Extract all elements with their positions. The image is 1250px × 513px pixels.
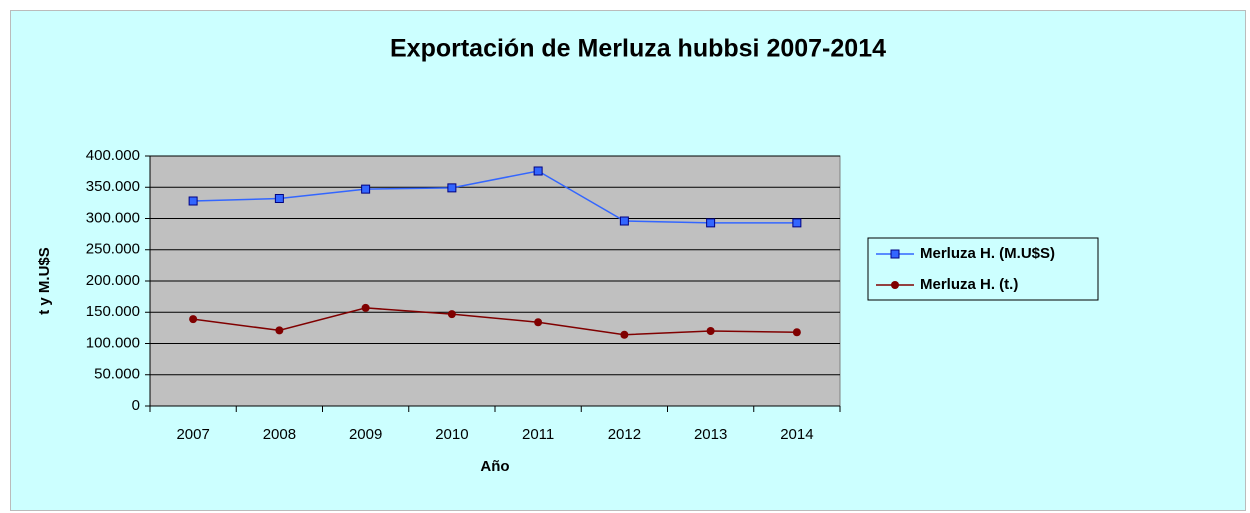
x-tick-label: 2009 bbox=[349, 426, 382, 443]
x-tick-label: 2010 bbox=[435, 426, 468, 443]
data-point bbox=[189, 315, 198, 324]
x-tick-label: 2011 bbox=[522, 426, 554, 443]
x-tick-label: 2013 bbox=[694, 426, 727, 443]
data-point bbox=[361, 184, 371, 194]
data-point bbox=[792, 218, 802, 228]
y-tick-label: 150.000 bbox=[86, 303, 140, 320]
y-axis-title: t y M.U$S bbox=[36, 247, 53, 315]
y-tick-label: 350.000 bbox=[86, 178, 140, 195]
data-point bbox=[188, 196, 198, 206]
data-point bbox=[534, 318, 543, 327]
data-point bbox=[706, 327, 715, 335]
data-point bbox=[275, 326, 284, 335]
data-point bbox=[533, 166, 543, 176]
y-tick-label: 250.000 bbox=[86, 241, 140, 258]
y-tick-label: 50.000 bbox=[94, 366, 140, 383]
x-tick-label: 2008 bbox=[263, 426, 296, 443]
y-tick-label: 200.000 bbox=[86, 272, 140, 289]
chart-title: Exportación de Merluza hubbsi 2007-2014 bbox=[390, 35, 886, 63]
y-tick-label: 400.000 bbox=[86, 147, 140, 164]
x-axis-title: Año bbox=[480, 458, 509, 475]
series-line bbox=[193, 307, 797, 336]
data-point bbox=[620, 330, 629, 339]
data-point bbox=[447, 310, 456, 319]
x-tick-label: 2012 bbox=[608, 426, 641, 443]
data-point bbox=[361, 303, 370, 312]
x-tick-label: 2014 bbox=[780, 426, 813, 443]
y-tick-label: 100.000 bbox=[86, 334, 140, 351]
data-point bbox=[706, 218, 716, 228]
series-line bbox=[193, 170, 797, 224]
data-point bbox=[447, 183, 457, 193]
y-tick-label: 300.000 bbox=[86, 209, 140, 226]
y-tick-label: 0 bbox=[132, 397, 140, 414]
x-tick-label: 2007 bbox=[176, 426, 209, 443]
legend-box bbox=[867, 237, 1099, 301]
legend-label: Merluza H. (M.U$S) bbox=[920, 245, 1055, 262]
data-point bbox=[792, 328, 801, 337]
data-point bbox=[619, 216, 629, 226]
legend-marker bbox=[891, 281, 899, 289]
legend-label: Merluza H. (t.) bbox=[920, 276, 1018, 293]
legend-marker bbox=[890, 249, 900, 259]
data-point bbox=[274, 194, 284, 203]
